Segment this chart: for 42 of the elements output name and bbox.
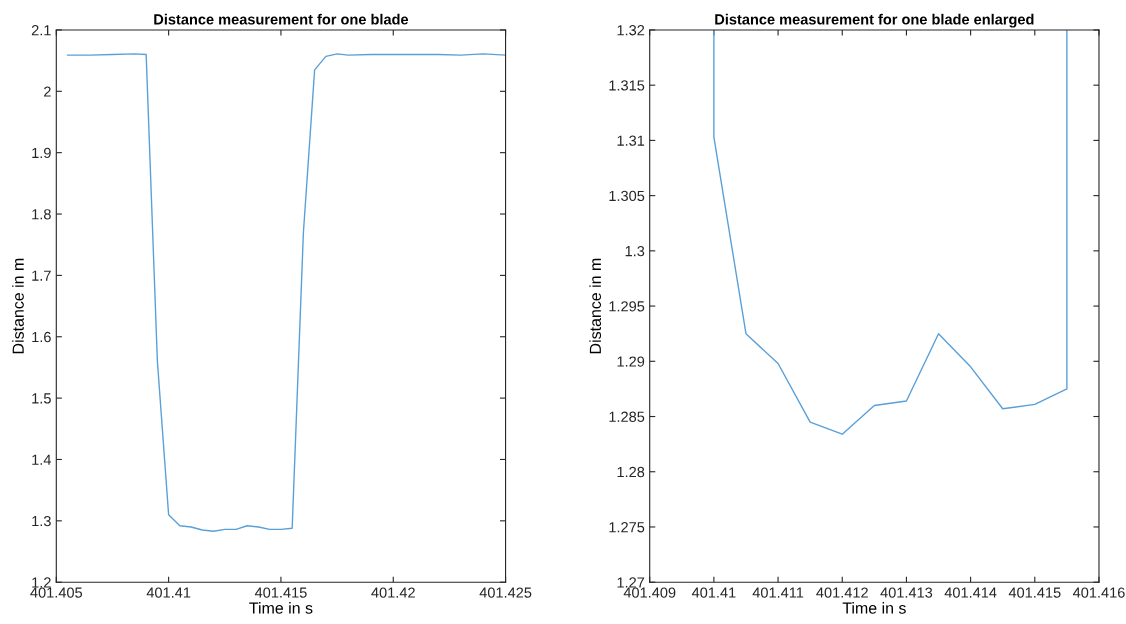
x-tick-label: 401.414 xyxy=(944,587,997,598)
x-tick-label: 401.415 xyxy=(1008,587,1061,598)
x-tick-label: 401.425 xyxy=(479,587,532,598)
line-series xyxy=(66,53,506,532)
y-tick-label: 1.2 xyxy=(32,577,51,588)
y-tick-label: 1.29 xyxy=(617,356,645,367)
x-axis-title: Time in s xyxy=(842,602,906,614)
x-tick-label: 401.415 xyxy=(254,587,307,598)
y-tick-label: 1.285 xyxy=(609,411,645,422)
x-tick-label: 401.416 xyxy=(1072,587,1125,598)
y-tick-label: 1.8 xyxy=(32,209,51,220)
x-tick-label: 401.41 xyxy=(691,587,736,598)
x-tick-label: 401.412 xyxy=(816,587,868,598)
x-tick-label: 401.42 xyxy=(371,587,415,598)
x-tick-label: 401.41 xyxy=(146,587,191,598)
y-tick-label: 1.32 xyxy=(617,25,645,36)
y-tick-label: 1.4 xyxy=(32,454,52,465)
y-tick-label: 1.295 xyxy=(609,301,645,312)
y-tick-label: 1.9 xyxy=(32,147,51,159)
y-axis-title: Distance in m xyxy=(12,258,24,354)
chart-title: Distance measurement for one blade xyxy=(154,13,409,25)
y-tick-label: 1.3 xyxy=(625,245,645,257)
x-axis-title: Time in s xyxy=(249,602,313,614)
y-axis-title: Distance in m xyxy=(589,258,602,354)
x-tick-label: 401.409 xyxy=(623,587,676,598)
y-tick-label: 1.3 xyxy=(32,515,51,527)
y-tick-label: 1.6 xyxy=(32,331,51,343)
y-tick-label: 2 xyxy=(44,86,51,97)
y-tick-label: 1.7 xyxy=(32,270,51,281)
y-tick-label: 1.275 xyxy=(609,522,645,533)
y-tick-label: 1.28 xyxy=(617,466,645,478)
y-tick-label: 1.31 xyxy=(617,135,645,146)
y-tick-label: 2.1 xyxy=(31,25,51,36)
line-series xyxy=(713,29,1068,435)
y-tick-label: 1.27 xyxy=(617,577,645,588)
chart-title: Distance measurement for one blade enlarged xyxy=(715,13,1034,28)
y-tick-label: 1.305 xyxy=(609,190,645,202)
y-tick-label: 1.5 xyxy=(32,393,51,404)
x-tick-label: 401.413 xyxy=(880,587,933,598)
x-tick-label: 401.411 xyxy=(752,587,804,598)
y-tick-label: 1.315 xyxy=(609,80,645,91)
x-tick-label: 401.405 xyxy=(30,587,83,598)
